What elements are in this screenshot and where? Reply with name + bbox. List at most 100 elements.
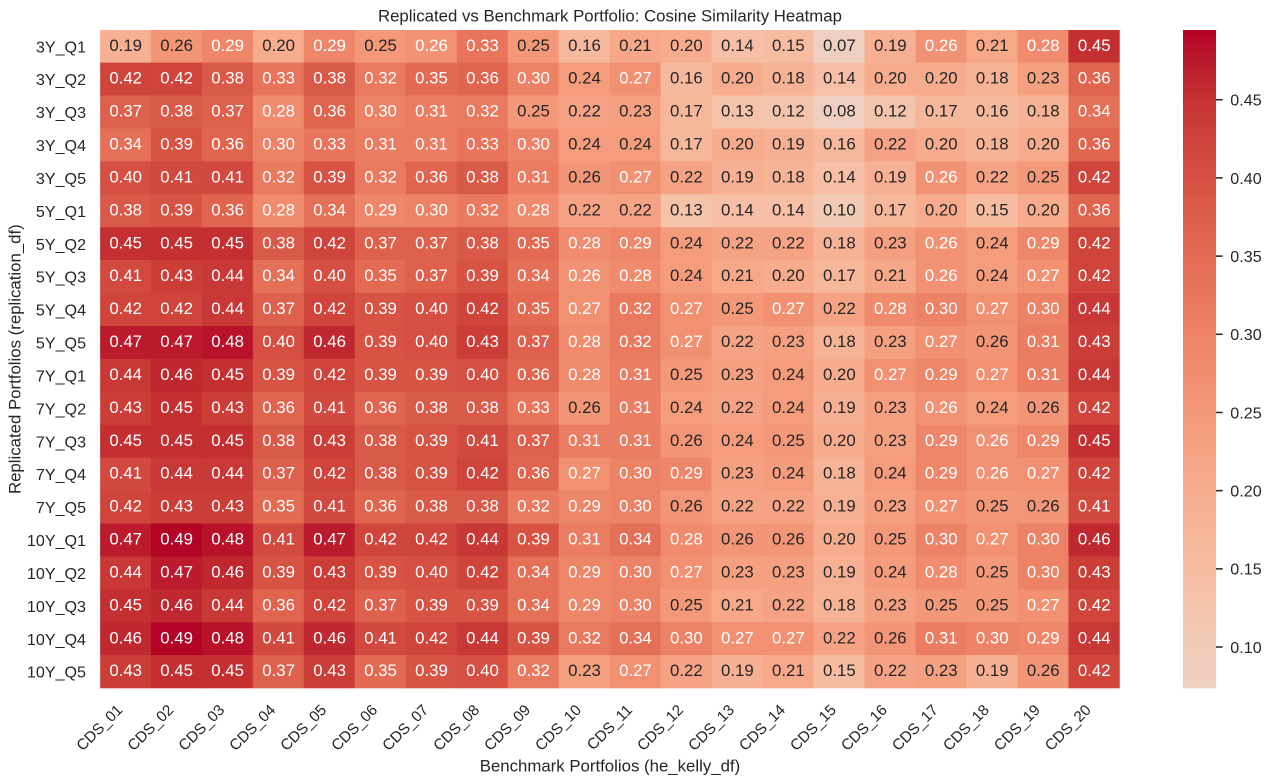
svg-text:0.23: 0.23 bbox=[721, 365, 754, 384]
svg-text:0.42: 0.42 bbox=[1078, 464, 1111, 483]
svg-text:0.44: 0.44 bbox=[1078, 628, 1111, 647]
svg-text:0.28: 0.28 bbox=[517, 200, 550, 219]
svg-text:0.35: 0.35 bbox=[1230, 248, 1261, 266]
svg-text:0.08: 0.08 bbox=[823, 102, 856, 121]
svg-text:0.46: 0.46 bbox=[160, 365, 193, 384]
svg-text:0.45: 0.45 bbox=[1078, 431, 1111, 450]
svg-text:0.26: 0.26 bbox=[415, 36, 448, 55]
svg-text:0.40: 0.40 bbox=[262, 332, 295, 351]
svg-text:0.45: 0.45 bbox=[160, 661, 193, 680]
svg-text:0.23: 0.23 bbox=[568, 661, 601, 680]
svg-text:0.26: 0.26 bbox=[670, 431, 703, 450]
svg-text:0.43: 0.43 bbox=[1078, 332, 1111, 351]
svg-text:0.36: 0.36 bbox=[313, 102, 346, 121]
svg-text:0.31: 0.31 bbox=[619, 365, 652, 384]
svg-text:0.37: 0.37 bbox=[415, 233, 448, 252]
svg-text:0.20: 0.20 bbox=[721, 135, 754, 154]
svg-text:0.39: 0.39 bbox=[517, 628, 550, 647]
svg-text:0.27: 0.27 bbox=[670, 332, 703, 351]
svg-text:0.16: 0.16 bbox=[823, 135, 856, 154]
svg-text:0.45: 0.45 bbox=[1230, 92, 1261, 110]
svg-text:0.39: 0.39 bbox=[364, 332, 397, 351]
svg-text:0.46: 0.46 bbox=[1078, 530, 1111, 549]
svg-text:0.25: 0.25 bbox=[670, 595, 703, 614]
svg-text:0.18: 0.18 bbox=[772, 69, 805, 88]
svg-text:0.25: 0.25 bbox=[976, 497, 1009, 516]
svg-text:0.38: 0.38 bbox=[466, 398, 499, 417]
svg-text:0.37: 0.37 bbox=[517, 332, 550, 351]
svg-text:0.46: 0.46 bbox=[109, 628, 142, 647]
svg-text:Benchmark Portfolios (he_kelly: Benchmark Portfolios (he_kelly_df) bbox=[480, 756, 740, 775]
svg-text:0.40: 0.40 bbox=[109, 167, 142, 186]
svg-text:0.30: 0.30 bbox=[517, 135, 550, 154]
svg-text:0.34: 0.34 bbox=[517, 595, 550, 614]
svg-text:0.28: 0.28 bbox=[1027, 36, 1060, 55]
svg-text:0.18: 0.18 bbox=[823, 233, 856, 252]
svg-text:0.45: 0.45 bbox=[160, 233, 193, 252]
svg-text:0.45: 0.45 bbox=[211, 431, 244, 450]
svg-text:0.37: 0.37 bbox=[262, 464, 295, 483]
svg-text:0.26: 0.26 bbox=[925, 266, 958, 285]
svg-text:0.16: 0.16 bbox=[976, 102, 1009, 121]
svg-text:0.20: 0.20 bbox=[670, 36, 703, 55]
svg-text:0.31: 0.31 bbox=[568, 530, 601, 549]
svg-text:0.42: 0.42 bbox=[1078, 167, 1111, 186]
svg-text:0.36: 0.36 bbox=[211, 135, 244, 154]
svg-text:0.29: 0.29 bbox=[1027, 628, 1060, 647]
svg-text:0.47: 0.47 bbox=[313, 530, 346, 549]
svg-text:0.41: 0.41 bbox=[466, 431, 499, 450]
svg-text:0.45: 0.45 bbox=[109, 595, 142, 614]
svg-text:0.22: 0.22 bbox=[721, 497, 754, 516]
svg-text:0.30: 0.30 bbox=[1027, 299, 1060, 318]
svg-text:0.44: 0.44 bbox=[109, 365, 142, 384]
svg-text:0.39: 0.39 bbox=[466, 266, 499, 285]
svg-text:0.31: 0.31 bbox=[619, 398, 652, 417]
svg-text:0.35: 0.35 bbox=[364, 266, 397, 285]
svg-text:0.22: 0.22 bbox=[721, 398, 754, 417]
svg-text:0.36: 0.36 bbox=[1078, 200, 1111, 219]
svg-text:10Y_Q2: 10Y_Q2 bbox=[27, 565, 86, 583]
svg-text:0.26: 0.26 bbox=[568, 398, 601, 417]
svg-text:0.20: 0.20 bbox=[721, 69, 754, 88]
svg-text:0.47: 0.47 bbox=[160, 562, 193, 581]
svg-text:0.43: 0.43 bbox=[211, 398, 244, 417]
svg-text:0.42: 0.42 bbox=[313, 595, 346, 614]
svg-text:0.39: 0.39 bbox=[517, 530, 550, 549]
svg-text:0.48: 0.48 bbox=[211, 530, 244, 549]
svg-text:0.25: 0.25 bbox=[517, 36, 550, 55]
svg-text:0.27: 0.27 bbox=[976, 299, 1009, 318]
svg-text:0.21: 0.21 bbox=[721, 266, 754, 285]
svg-text:0.34: 0.34 bbox=[262, 266, 295, 285]
svg-text:0.17: 0.17 bbox=[670, 135, 703, 154]
svg-text:0.20: 0.20 bbox=[874, 69, 907, 88]
svg-text:0.39: 0.39 bbox=[262, 365, 295, 384]
svg-text:0.18: 0.18 bbox=[1027, 102, 1060, 121]
svg-text:0.27: 0.27 bbox=[1027, 266, 1060, 285]
svg-text:0.20: 0.20 bbox=[1027, 135, 1060, 154]
svg-text:0.43: 0.43 bbox=[211, 497, 244, 516]
svg-text:0.42: 0.42 bbox=[466, 299, 499, 318]
svg-text:0.33: 0.33 bbox=[517, 398, 550, 417]
svg-text:0.42: 0.42 bbox=[364, 530, 397, 549]
svg-text:3Y_Q1: 3Y_Q1 bbox=[36, 38, 86, 56]
svg-text:0.19: 0.19 bbox=[721, 167, 754, 186]
svg-text:0.30: 0.30 bbox=[925, 530, 958, 549]
svg-text:0.39: 0.39 bbox=[415, 431, 448, 450]
svg-text:0.30: 0.30 bbox=[619, 497, 652, 516]
svg-text:0.38: 0.38 bbox=[364, 464, 397, 483]
svg-text:0.27: 0.27 bbox=[619, 167, 652, 186]
svg-text:0.26: 0.26 bbox=[976, 464, 1009, 483]
svg-text:0.42: 0.42 bbox=[1078, 266, 1111, 285]
svg-text:0.42: 0.42 bbox=[466, 464, 499, 483]
svg-text:0.38: 0.38 bbox=[109, 200, 142, 219]
svg-text:0.25: 0.25 bbox=[1230, 404, 1261, 422]
svg-text:0.07: 0.07 bbox=[823, 36, 856, 55]
svg-text:0.36: 0.36 bbox=[517, 464, 550, 483]
svg-text:0.15: 0.15 bbox=[823, 661, 856, 680]
svg-text:0.37: 0.37 bbox=[415, 266, 448, 285]
svg-text:3Y_Q2: 3Y_Q2 bbox=[36, 71, 86, 89]
svg-text:0.23: 0.23 bbox=[721, 464, 754, 483]
svg-text:0.42: 0.42 bbox=[109, 69, 142, 88]
svg-text:10Y_Q5: 10Y_Q5 bbox=[27, 664, 86, 682]
svg-text:0.45: 0.45 bbox=[211, 661, 244, 680]
